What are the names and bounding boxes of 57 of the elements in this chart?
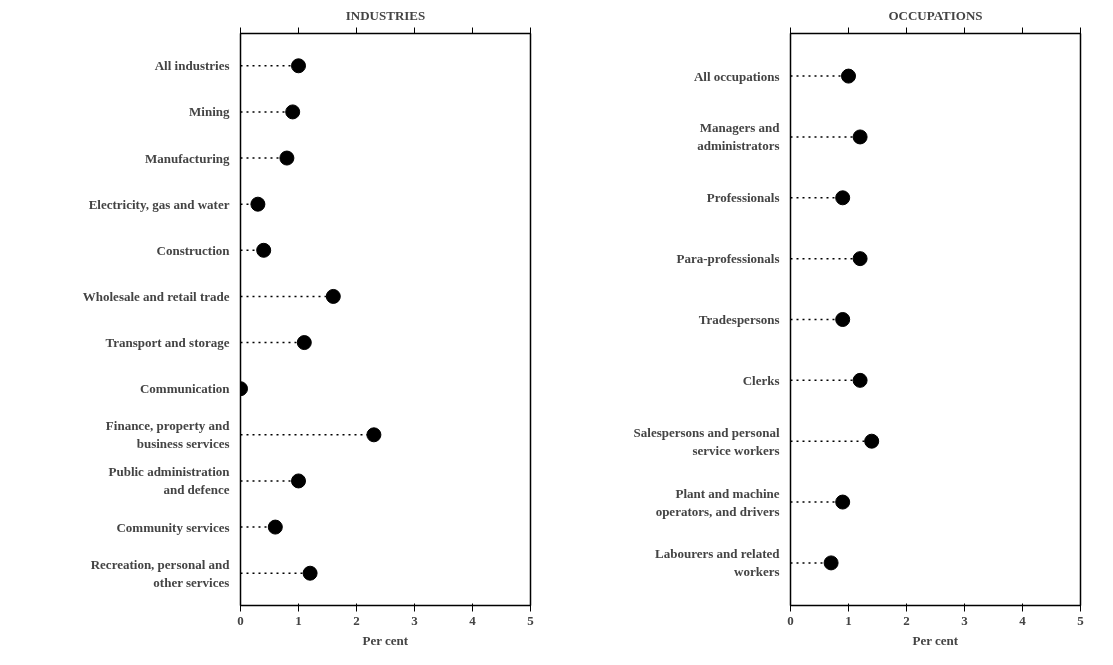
point	[841, 68, 856, 84]
point	[835, 312, 851, 327]
y-tick-label: Transport and storage	[105, 335, 230, 351]
chart-title: OCCUPATIONS	[888, 7, 983, 23]
y-tick-label: Community services	[116, 519, 230, 535]
x-tick-label: 3	[411, 612, 419, 628]
point	[835, 494, 851, 510]
point	[366, 427, 382, 443]
x-tick-label: 0	[237, 612, 244, 628]
point	[250, 196, 266, 212]
x-axis-title: Per cent	[362, 632, 409, 648]
x-tick-label: 3	[961, 612, 969, 628]
point	[291, 473, 306, 489]
y-tick-label: Mining	[189, 104, 230, 120]
y-tick-label: Para-professionals	[676, 251, 780, 267]
point	[256, 242, 272, 258]
point	[823, 555, 839, 571]
x-tick-label: 1	[295, 612, 302, 628]
y-tick-label: All industries	[154, 58, 230, 74]
point	[291, 58, 306, 74]
point	[267, 519, 283, 535]
point	[864, 433, 880, 449]
y-tick-label: Clerks	[742, 372, 780, 388]
point	[302, 565, 318, 581]
x-axis-title: Per cent	[912, 632, 959, 648]
chart-title: INDUSTRIES	[345, 7, 426, 23]
y-tick-label: Managers and administrators	[697, 120, 781, 154]
y-tick-label: Professionals	[706, 190, 780, 206]
x-tick-label: 5	[527, 612, 535, 628]
y-tick-label: Salespersons and personal service workers	[633, 424, 780, 458]
x-tick-label: 2	[903, 612, 910, 628]
y-tick-label: Manufacturing	[145, 150, 230, 166]
point	[325, 288, 341, 304]
point	[852, 129, 868, 145]
y-tick-label: Tradespersons	[698, 312, 780, 327]
y-tick-label: Communication	[139, 381, 231, 397]
y-tick-label: Finance, property and business services	[105, 418, 231, 452]
y-tick-label: Public administration and defence	[108, 464, 231, 498]
point	[852, 372, 868, 388]
y-tick-label: Construction	[156, 242, 231, 258]
point	[835, 190, 851, 206]
y-tick-label: Electricity, gas and water	[88, 196, 230, 212]
point	[852, 251, 868, 267]
x-tick-label: 1	[845, 612, 852, 628]
x-tick-label: 4	[1019, 612, 1027, 628]
x-tick-label: 0	[787, 612, 794, 628]
x-tick-label: 5	[1077, 612, 1085, 628]
y-tick-label: Recreation, personal and other services	[90, 556, 231, 590]
point	[285, 104, 301, 120]
x-tick-label: 4	[469, 612, 477, 628]
x-tick-label: 2	[353, 612, 360, 628]
y-tick-label: All occupations	[693, 68, 780, 84]
point	[296, 335, 312, 351]
point	[279, 150, 295, 166]
y-tick-label: Labourers and related workers	[655, 546, 781, 580]
y-tick-label: Wholesale and retail trade	[82, 288, 230, 304]
y-tick-label: Plant and machine operators, and drivers	[655, 485, 780, 519]
